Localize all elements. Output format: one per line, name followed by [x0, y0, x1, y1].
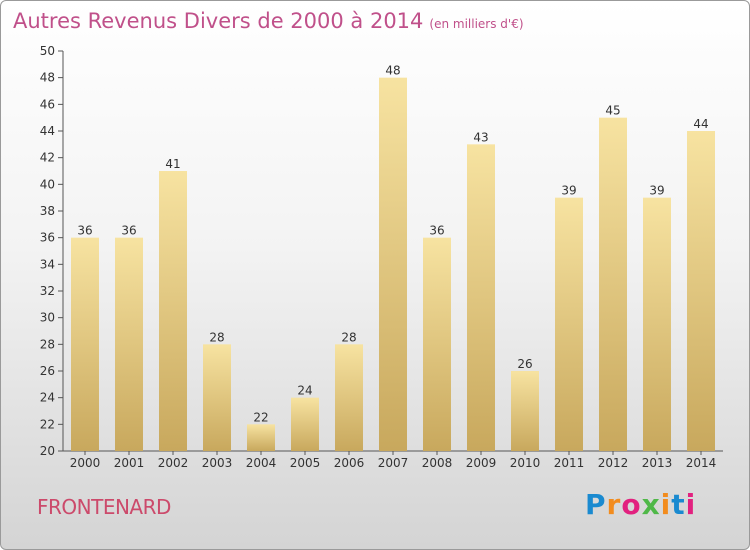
data-label: 36	[77, 224, 92, 238]
x-tick-label: 2014	[686, 456, 717, 470]
data-label: 39	[649, 184, 664, 198]
data-label: 28	[209, 330, 224, 344]
y-tick-label: 36	[40, 231, 55, 245]
x-tick-label: 2012	[598, 456, 629, 470]
data-label: 36	[429, 224, 444, 238]
bar	[599, 117, 627, 452]
x-tick-label: 2005	[290, 456, 321, 470]
y-tick-label: 22	[40, 417, 55, 431]
data-label: 45	[605, 104, 620, 118]
y-tick-label: 40	[40, 177, 55, 191]
x-tick-label: 2006	[334, 456, 365, 470]
x-tick-label: 2000	[70, 456, 101, 470]
commune-name: FRONTENARD	[37, 495, 171, 519]
bar	[247, 424, 275, 451]
bar	[687, 131, 715, 451]
data-label: 48	[385, 64, 400, 78]
chart-unit-note: (en milliers d'€)	[429, 17, 524, 31]
x-tick-label: 2008	[422, 456, 453, 470]
data-label: 28	[341, 330, 356, 344]
bar	[203, 344, 231, 451]
brand-letter: P	[585, 488, 607, 521]
chart-title-text: Autres Revenus Divers de 2000 à 2014	[13, 9, 424, 33]
x-tick-label: 2009	[466, 456, 497, 470]
brand-logo: Proxiti	[585, 488, 696, 521]
x-tick-label: 2004	[246, 456, 277, 470]
x-tick-label: 2011	[554, 456, 585, 470]
bar	[379, 77, 407, 452]
y-tick-label: 26	[40, 364, 55, 378]
bar	[335, 344, 363, 451]
data-label: 36	[121, 224, 136, 238]
chart-title: Autres Revenus Divers de 2000 à 2014 (en …	[13, 9, 524, 33]
y-tick-label: 34	[40, 257, 55, 271]
data-label: 44	[693, 117, 708, 131]
x-tick-label: 2010	[510, 456, 541, 470]
bar	[511, 371, 539, 451]
brand-letter: t	[671, 488, 686, 521]
brand-letter: o	[621, 488, 642, 521]
data-label: 41	[165, 157, 180, 171]
bar	[643, 197, 671, 451]
brand-letter: i	[685, 488, 697, 521]
brand-letter: x	[641, 488, 661, 521]
bar	[115, 237, 143, 451]
data-label: 43	[473, 130, 488, 144]
x-tick-label: 2003	[202, 456, 233, 470]
y-tick-label: 38	[40, 204, 55, 218]
bar	[291, 397, 319, 451]
x-tick-label: 2001	[114, 456, 145, 470]
y-tick-label: 46	[40, 97, 55, 111]
y-tick-label: 20	[40, 444, 55, 458]
y-tick-label: 44	[40, 124, 55, 138]
brand-letter: i	[660, 488, 672, 521]
y-tick-label: 24	[40, 391, 55, 405]
y-tick-label: 30	[40, 311, 55, 325]
data-label: 39	[561, 184, 576, 198]
brand-letter: r	[606, 488, 622, 521]
data-label: 22	[253, 410, 268, 424]
y-tick-label: 50	[40, 44, 55, 58]
x-tick-label: 2002	[158, 456, 189, 470]
y-tick-label: 48	[40, 71, 55, 85]
bar	[159, 171, 187, 451]
data-label: 24	[297, 384, 312, 398]
data-label: 26	[517, 357, 532, 371]
bar	[555, 197, 583, 451]
bar	[423, 237, 451, 451]
bar	[467, 144, 495, 452]
y-tick-label: 42	[40, 151, 55, 165]
x-tick-label: 2007	[378, 456, 409, 470]
x-tick-label: 2013	[642, 456, 673, 470]
y-tick-label: 32	[40, 284, 55, 298]
y-tick-label: 28	[40, 337, 55, 351]
bar	[71, 237, 99, 451]
